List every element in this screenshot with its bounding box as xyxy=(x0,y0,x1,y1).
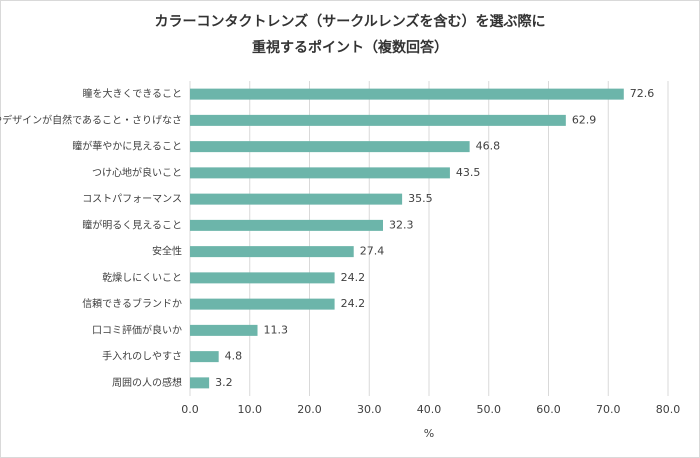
bar xyxy=(190,298,335,310)
x-axis-label: % xyxy=(424,427,434,440)
x-tick-label: 80.0 xyxy=(656,403,681,416)
y-tick-label: 信頼できるブランドか xyxy=(82,297,182,310)
bar xyxy=(190,272,335,284)
y-tick-label: 手入れのしやすさ xyxy=(102,350,182,363)
value-label: 4.8 xyxy=(225,350,243,363)
x-tick-label: 70.0 xyxy=(596,403,621,416)
y-tick-label: つけ心地が良いこと xyxy=(92,166,182,179)
value-label: 11.3 xyxy=(264,323,289,336)
chart-title: 重視するポイント（複数回答） xyxy=(252,39,448,56)
y-tick-label: 周囲の人の感想 xyxy=(112,376,182,389)
x-tick-label: 0.0 xyxy=(181,403,199,416)
value-label: 43.5 xyxy=(456,166,481,179)
y-tick-label: コストパフォーマンス xyxy=(82,193,182,205)
value-label: 46.8 xyxy=(476,140,501,153)
bar xyxy=(190,88,624,100)
value-label: 24.2 xyxy=(341,271,366,284)
x-tick-label: 50.0 xyxy=(477,403,502,416)
bar xyxy=(190,324,258,336)
y-tick-label: 瞳が華やかに見えること xyxy=(72,140,182,153)
value-label: 24.2 xyxy=(341,297,366,310)
value-label: 32.3 xyxy=(389,218,414,231)
x-tick-label: 30.0 xyxy=(357,403,382,416)
x-tick-label: 40.0 xyxy=(417,403,442,416)
bar xyxy=(190,377,210,389)
y-tick-label: 瞳が明るく見えること xyxy=(82,218,182,231)
value-label: 35.5 xyxy=(408,192,433,205)
x-tick-label: 20.0 xyxy=(297,403,322,416)
bar xyxy=(190,219,383,231)
value-label: 3.2 xyxy=(215,376,233,389)
bar xyxy=(190,141,470,153)
x-tick-label: 60.0 xyxy=(536,403,561,416)
value-label: 27.4 xyxy=(360,245,385,258)
y-tick-label: 乾燥しにくいこと xyxy=(102,271,182,284)
y-tick-label: 安全性 xyxy=(152,245,182,258)
bar xyxy=(190,193,403,205)
y-tick-label: 色やデザインが自然であること・さりげなさ xyxy=(0,113,182,126)
bar xyxy=(190,114,566,126)
value-label: 62.9 xyxy=(572,113,597,126)
y-tick-label: 口コミ評価が良いか xyxy=(92,323,182,336)
value-label: 72.6 xyxy=(630,87,655,100)
y-tick-label: 瞳を大きくできること xyxy=(83,87,183,100)
x-tick-label: 10.0 xyxy=(238,403,263,416)
bar xyxy=(190,167,450,179)
bar xyxy=(190,246,354,258)
chart-title: カラーコンタクトレンズ（サークルレンズを含む）を選ぶ際に xyxy=(154,13,545,30)
bar xyxy=(190,351,219,363)
